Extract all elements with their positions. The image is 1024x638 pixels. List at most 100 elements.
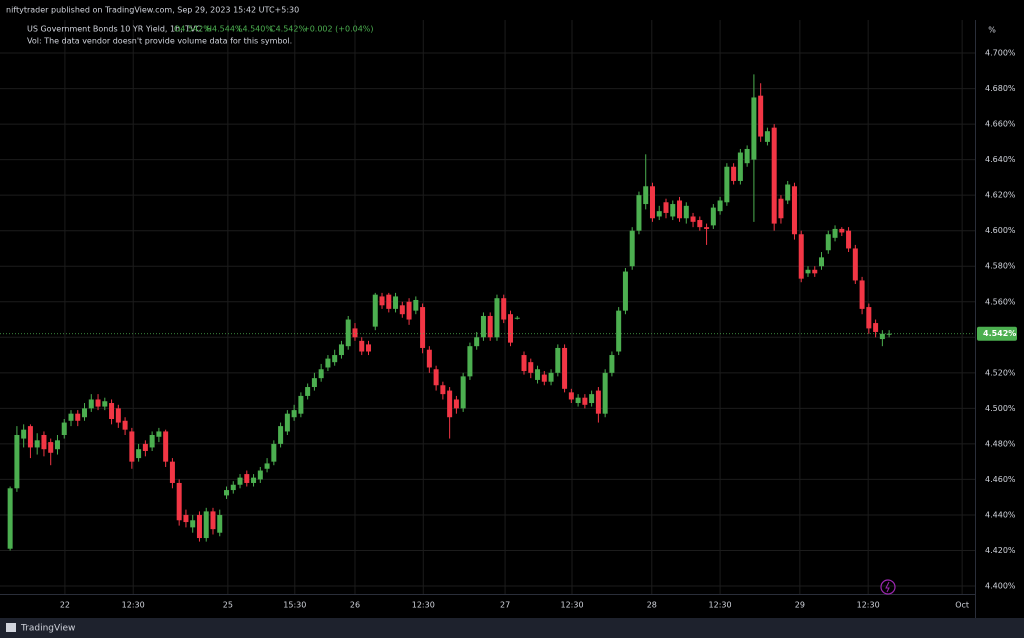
- y-tick-label: 4.560%: [985, 297, 1016, 306]
- candle-body: [616, 310, 622, 352]
- candle-body: [95, 399, 101, 407]
- candle-body: [82, 408, 88, 418]
- y-tick-label: 4.640%: [985, 155, 1016, 164]
- x-tick-label: 26: [350, 601, 360, 610]
- candle-body: [846, 230, 852, 249]
- candle-body: [609, 355, 615, 373]
- candle-body: [183, 514, 189, 523]
- candle-body: [393, 296, 399, 309]
- candle-body: [453, 399, 459, 409]
- plot: [7, 74, 892, 551]
- alert-bolt: [885, 581, 890, 593]
- candle-body: [460, 376, 466, 409]
- candle-body: [568, 392, 574, 400]
- unit-button[interactable]: [980, 22, 1004, 38]
- candle-body: [163, 431, 169, 462]
- publisher: niftytrader published on TradingView.com…: [6, 6, 299, 15]
- candle-body: [670, 204, 676, 217]
- candle-body: [683, 205, 689, 219]
- x-tick-label: 12:30: [857, 601, 880, 610]
- candle-body: [521, 355, 527, 372]
- candle-body: [420, 307, 426, 348]
- x-tick-label: 22: [60, 601, 70, 610]
- candle-body: [298, 395, 304, 414]
- y-tick-label: 4.620%: [985, 191, 1016, 200]
- candle-body: [690, 216, 696, 222]
- candle-body: [636, 195, 642, 231]
- symbol: US Government Bonds 10 YR Yield, 1h, TVC: [27, 25, 202, 34]
- ohlc-close: C4.542%: [270, 25, 306, 34]
- x-tick-label: 15:30: [283, 601, 306, 610]
- candle-body: [305, 387, 311, 396]
- candle-body: [656, 211, 662, 217]
- candle-body: [109, 403, 115, 420]
- candle-body: [372, 294, 378, 327]
- candle-body: [291, 410, 297, 418]
- candle-body: [805, 269, 811, 274]
- unit-button-label[interactable]: %: [988, 26, 996, 35]
- candle-body: [447, 390, 453, 418]
- candle-body: [433, 369, 439, 386]
- candle-body: [629, 230, 635, 267]
- candle-body: [115, 408, 121, 423]
- candle-body: [643, 186, 649, 205]
- candle-body: [832, 228, 838, 238]
- candle-body: [102, 401, 108, 407]
- candle-body: [731, 166, 737, 181]
- y-tick-label: 4.600%: [985, 226, 1016, 235]
- candle-body: [744, 148, 750, 164]
- candle-body: [487, 315, 493, 338]
- candle-body: [562, 347, 568, 389]
- candle-body: [284, 413, 290, 432]
- candle-body: [156, 431, 162, 437]
- candle-body: [271, 443, 277, 462]
- volume-note: Vol: The data vendor doesn't provide vol…: [27, 37, 292, 46]
- candle-body: [589, 394, 595, 404]
- x-tick-label: Oct: [955, 601, 969, 610]
- x-tick-label: 12:30: [560, 601, 583, 610]
- candle-body: [467, 346, 473, 377]
- candle-body: [122, 420, 128, 430]
- candle-body: [48, 442, 54, 453]
- y-tick-label: 4.660%: [985, 120, 1016, 129]
- candle-body: [859, 280, 865, 309]
- candle-body: [758, 95, 764, 137]
- candle-body: [622, 271, 628, 311]
- candle-body: [176, 482, 182, 521]
- candle-body: [311, 378, 317, 388]
- candle-body: [406, 301, 412, 320]
- candle-body: [717, 200, 723, 212]
- candle-body: [663, 202, 669, 213]
- y-tick-label: 4.420%: [985, 546, 1016, 555]
- candle-body: [352, 328, 358, 338]
- candle-body: [751, 97, 757, 160]
- alert-icon[interactable]: [880, 579, 896, 595]
- candle-body: [501, 298, 507, 320]
- x-tick-label: 25: [223, 601, 233, 610]
- footer-brand: TradingView: [20, 624, 75, 634]
- candle-body: [224, 490, 230, 496]
- candle-body: [548, 372, 554, 382]
- last-price-tag: [977, 326, 1017, 341]
- candle-body: [54, 440, 60, 450]
- candle-body: [251, 477, 257, 483]
- candle-body: [507, 314, 513, 343]
- candle-body: [278, 426, 284, 444]
- grid: [0, 20, 975, 594]
- candle-body: [839, 228, 845, 233]
- candle-body: [41, 434, 47, 450]
- candle-body: [217, 514, 223, 533]
- candle-body: [359, 340, 365, 352]
- candle-body: [142, 443, 148, 451]
- candle-body: [764, 131, 770, 142]
- candle-body: [697, 220, 703, 228]
- x-tick-label: 12:30: [122, 601, 145, 610]
- candle-body: [264, 463, 270, 469]
- candle-body: [338, 344, 344, 356]
- ohlc-high: H4.544%: [206, 25, 243, 34]
- candle-body: [325, 358, 331, 368]
- candle-body: [852, 248, 858, 281]
- candle-body: [785, 184, 791, 201]
- candle-body: [440, 385, 446, 395]
- candle-body: [710, 207, 716, 226]
